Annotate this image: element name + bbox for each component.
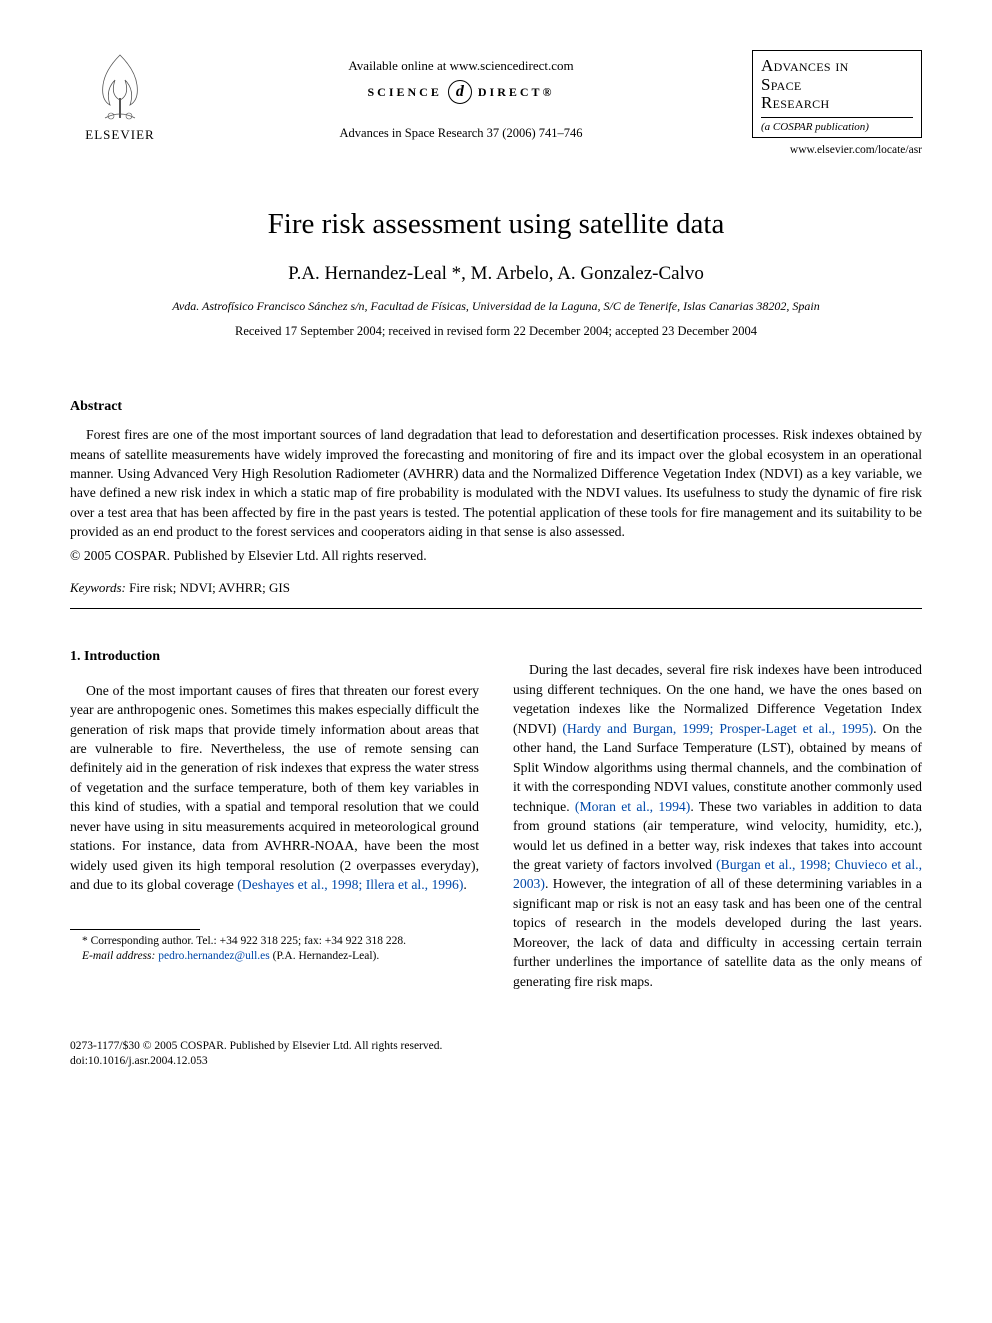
citation-link-2[interactable]: (Hardy and Burgan, 1999; Prosper-Laget e… (562, 721, 873, 736)
abstract-text: Forest fires are one of the most importa… (70, 425, 922, 542)
column-left: 1. Introduction One of the most importan… (70, 647, 479, 1005)
corresponding-footnote: * Corresponding author. Tel.: +34 922 31… (70, 934, 479, 965)
body-columns: 1. Introduction One of the most importan… (70, 647, 922, 1005)
footer-line-1: 0273-1177/$30 © 2005 COSPAR. Published b… (70, 1039, 922, 1055)
abstract-heading: Abstract (70, 399, 922, 415)
intro-text-2d: . However, the integration of all of the… (513, 876, 922, 988)
article-dates: Received 17 September 2004; received in … (70, 324, 922, 339)
column-right: During the last decades, several fire ri… (513, 647, 922, 1005)
publisher-logo-block: ELSEVIER (70, 50, 170, 143)
cospar-note: (a COSPAR publication) (761, 117, 913, 133)
intro-heading: 1. Introduction (70, 647, 479, 667)
intro-text-1a: One of the most important causes of fire… (70, 683, 479, 893)
sd-left: SCIENCE (368, 85, 442, 100)
sciencedirect-logo: SCIENCE d DIRECT® (368, 80, 555, 104)
keywords-label: Keywords: (70, 580, 126, 595)
keywords: Keywords: Fire risk; NDVI; AVHRR; GIS (70, 580, 922, 596)
footnote-email-link[interactable]: pedro.hernandez@ull.es (155, 950, 272, 962)
authors: P.A. Hernandez-Leal *, M. Arbelo, A. Gon… (70, 263, 922, 285)
abstract-copyright: © 2005 COSPAR. Published by Elsevier Ltd… (70, 548, 922, 564)
intro-para-1: One of the most important causes of fire… (70, 681, 479, 895)
journal-title-line-3: Research (761, 94, 913, 113)
footnote-email-label: E-mail address: (82, 950, 155, 962)
center-header: Available online at www.sciencedirect.co… (170, 50, 752, 141)
footer-line-2: doi:10.1016/j.asr.2004.12.053 (70, 1054, 922, 1070)
available-online-text: Available online at www.sciencedirect.co… (170, 58, 752, 74)
journal-title-line-1: Advances in (761, 57, 913, 76)
sd-d-icon: d (448, 80, 472, 104)
footnote-email-author: (P.A. Hernandez-Leal). (273, 950, 380, 962)
keywords-value: Fire risk; NDVI; AVHRR; GIS (126, 580, 290, 595)
intro-para-2: During the last decades, several fire ri… (513, 660, 922, 991)
publisher-label: ELSEVIER (85, 127, 154, 143)
citation-link-3[interactable]: (Moran et al., 1994) (575, 799, 690, 814)
footnote-rule (70, 929, 200, 930)
divider-rule (70, 608, 922, 609)
citation-link-1[interactable]: (Deshayes et al., 1998; Illera et al., 1… (237, 877, 463, 892)
journal-url: www.elsevier.com/locate/asr (752, 144, 922, 156)
page: ELSEVIER Available online at www.science… (0, 0, 992, 1110)
journal-title-box: Advances in Space Research (a COSPAR pub… (752, 50, 922, 156)
article-title: Fire risk assessment using satellite dat… (70, 208, 922, 241)
header-row: ELSEVIER Available online at www.science… (70, 50, 922, 156)
journal-reference: Advances in Space Research 37 (2006) 741… (170, 126, 752, 141)
footnote-email-line: E-mail address: pedro.hernandez@ull.es (… (70, 949, 479, 965)
abstract-body: Forest fires are one of the most importa… (70, 425, 922, 542)
sd-right: DIRECT® (478, 85, 555, 100)
journal-title-line-2: Space (761, 76, 913, 95)
elsevier-tree-icon (85, 50, 155, 125)
intro-text-1b: . (463, 877, 466, 892)
affiliation: Avda. Astrofísico Francisco Sánchez s/n,… (70, 299, 922, 314)
footnote-corresponding: * Corresponding author. Tel.: +34 922 31… (70, 934, 479, 950)
page-footer: 0273-1177/$30 © 2005 COSPAR. Published b… (70, 1039, 922, 1070)
